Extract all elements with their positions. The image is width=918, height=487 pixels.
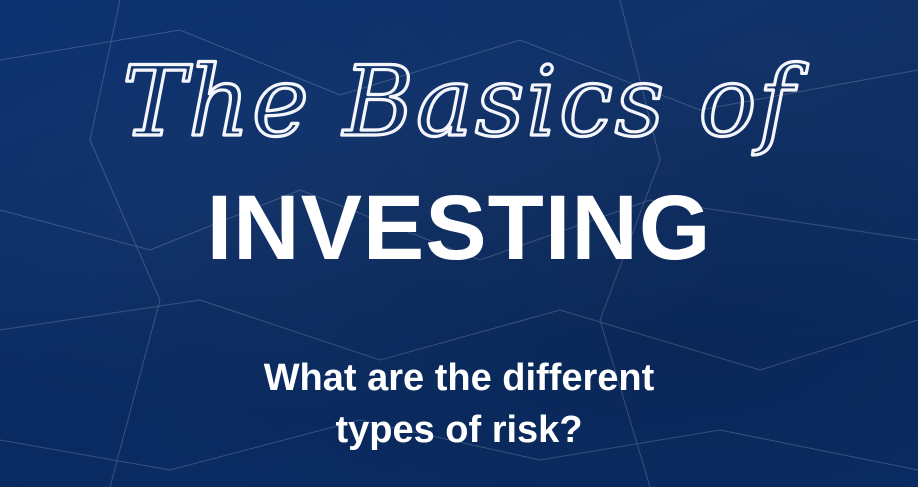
script-heading: The Basics of xyxy=(120,44,808,159)
question-line-2: types of risk? xyxy=(335,409,583,451)
question-line-1: What are the different xyxy=(263,357,655,399)
main-heading: INVESTING xyxy=(206,177,712,279)
question-text: What are the different types of risk? xyxy=(0,352,918,456)
script-heading-text: The Basics of xyxy=(122,46,808,158)
